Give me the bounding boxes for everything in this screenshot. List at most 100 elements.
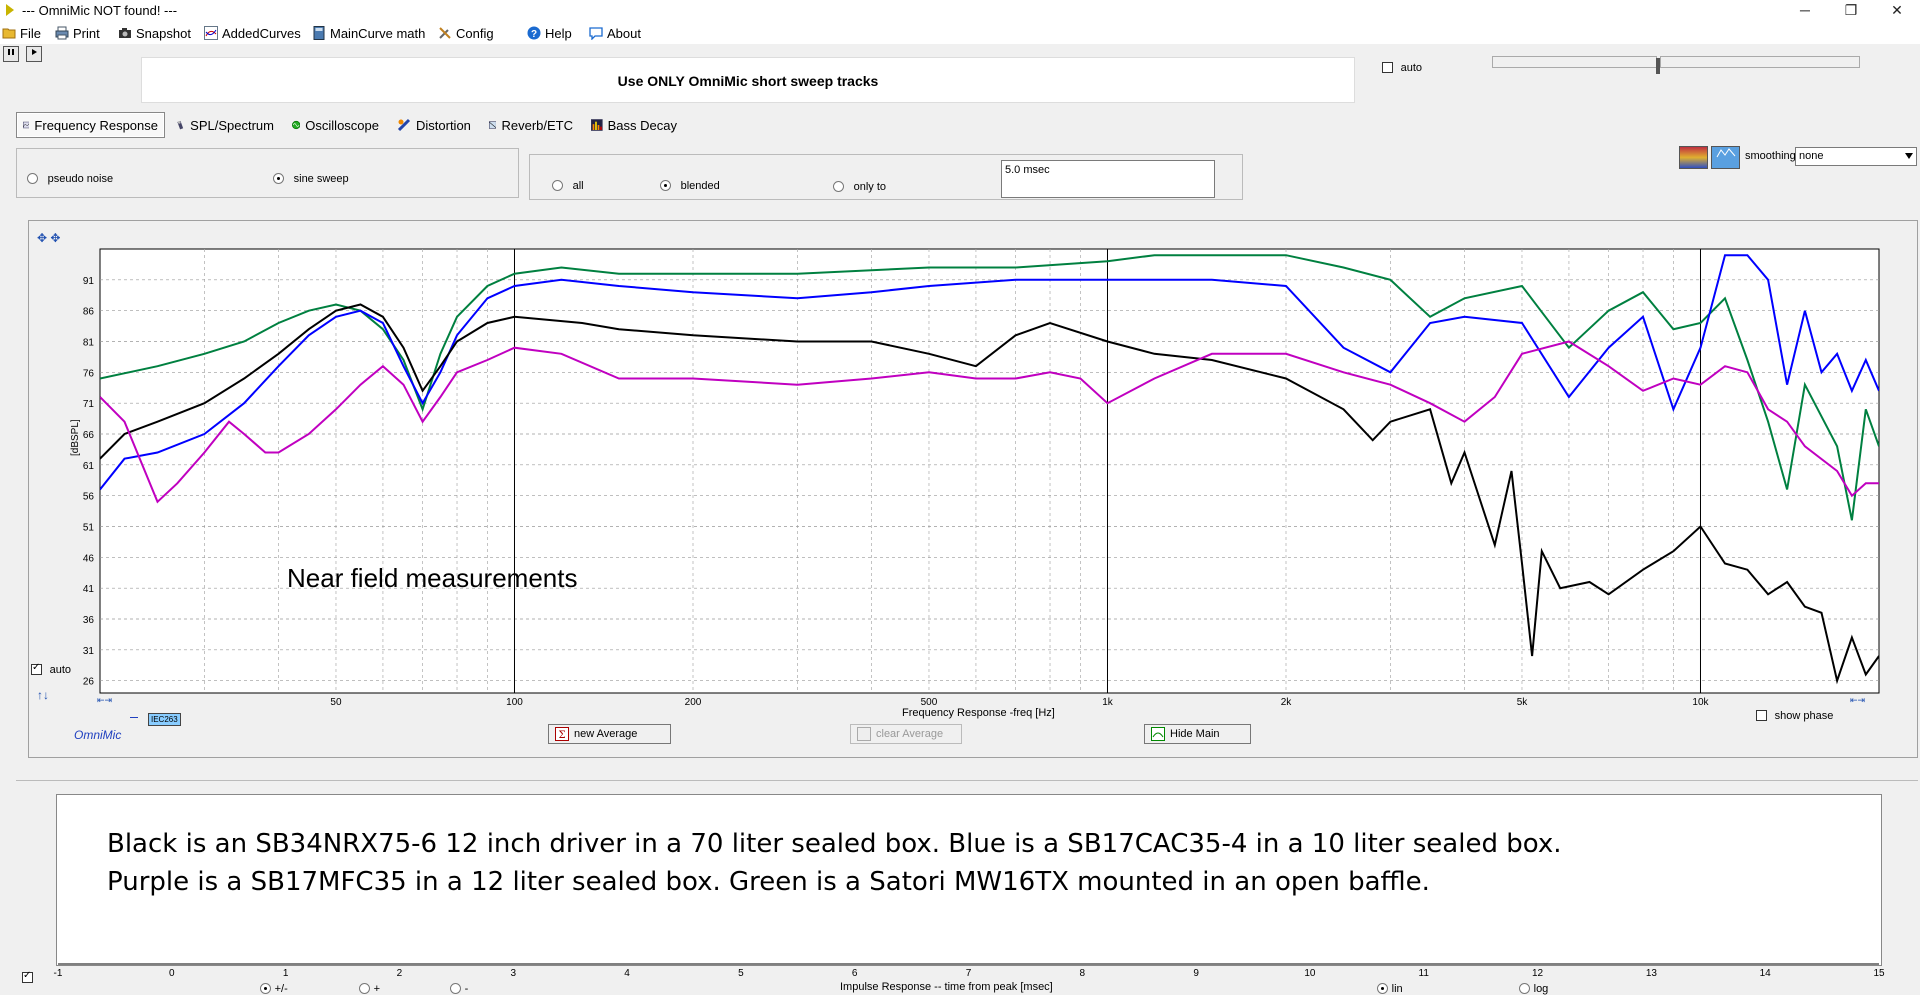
impulse-tick-label: 1 [283,968,289,979]
y-tick-label: 71 [83,399,95,410]
smoothing-value: none [1799,150,1824,162]
close-button[interactable]: ✕ [1891,2,1903,18]
impulse-tick-label: 4 [624,968,630,979]
sine-sweep-radio[interactable] [273,173,284,185]
tab-spl-spectrum[interactable]: SPL/Spectrum [169,112,281,138]
scroll-arrows-bottom[interactable]: ↑↓ [37,688,49,702]
x-scroll-left[interactable]: ⇤⇥ [97,695,113,705]
impulse-tick-label: 11 [1419,968,1430,979]
auto-scale-checkbox[interactable] [31,662,42,676]
sign-plus-radio[interactable] [359,983,370,995]
menu-maincurve-math[interactable]: MainCurve math [312,24,425,42]
tab-frequency-response-label: Frequency Response [34,117,158,133]
impulse-tick-label: 13 [1646,968,1658,979]
show-phase-checkbox[interactable] [1756,710,1767,722]
omnimic-logo: OmniMic [74,728,122,742]
spl-meter-icon [177,120,184,130]
maximize-button[interactable]: ❐ [1844,2,1858,18]
chat-icon [589,27,603,40]
waterfall-button[interactable] [1711,146,1740,169]
app-icon [6,4,14,16]
sign-minus-radio[interactable] [450,983,461,995]
series-line [100,254,1879,491]
play-button[interactable] [26,46,42,62]
gating-blended-radio[interactable] [660,180,671,192]
tab-distortion[interactable]: Distortion [390,112,478,138]
hide-main-button[interactable]: Hide Main [1144,724,1251,744]
sine-sweep-option[interactable]: sine sweep [273,170,349,185]
scale-log-radio[interactable] [1519,983,1530,995]
tab-reverb-etc[interactable]: Reverb/ETC [482,112,580,138]
menu-addedcurves-label: AddedCurves [222,25,301,41]
slider-thumb[interactable] [1656,58,1660,74]
y-tick-label: 56 [83,492,95,503]
impulse-axis: -1 0 1 2 3 4 5 6 7 8 9 10 11 12 13 14 15 [54,963,1885,979]
x-tick-label: 10k [1692,697,1709,708]
impulse-tick-label: 9 [1193,968,1199,979]
menu-addedcurves[interactable]: AddedCurves [204,24,301,42]
menu-help-label: Help [545,25,572,41]
level-slider-right[interactable] [1660,56,1860,68]
show-phase-control[interactable]: show phase [1756,707,1833,722]
clear-average-button[interactable]: clear Average [850,724,962,744]
gating-blended-option[interactable]: blended [660,177,720,192]
gate-time-input[interactable]: 5.0 msec [1001,160,1215,198]
x-axis-label: Frequency Response -freq [Hz] [902,707,1055,719]
impulse-auto-checkbox[interactable] [22,970,33,984]
distortion-icon [397,118,411,132]
tab-bass-decay[interactable]: Bass Decay [584,112,684,138]
menu-snapshot[interactable]: Snapshot [118,24,191,42]
bass-decay-icon [591,119,603,131]
auto-top-control[interactable]: auto [1382,59,1422,74]
menu-print[interactable]: Print [55,24,100,42]
x-tick-label: 100 [506,697,523,708]
impulse-xlabel: Impulse Response -- time from peak [msec… [840,981,1053,993]
new-average-button[interactable]: Σ new Average [548,724,671,744]
impulse-tick-label: 14 [1760,968,1772,979]
menu-help[interactable]: ? Help [527,24,572,42]
svg-text:Σ: Σ [558,730,565,741]
gating-blended-label: blended [680,180,720,192]
zoom-arrows-top[interactable]: ✥ ✥ [37,231,61,245]
scale-lin-radio[interactable] [1377,983,1388,995]
tab-frequency-response[interactable]: Frequency Response [16,112,165,138]
pause-button[interactable] [3,46,19,62]
oscilloscope-icon [292,120,301,130]
notes-line-2: Purple is a SB17MFC35 in a 12 liter seal… [107,867,1430,897]
auto-scale-control[interactable]: auto [31,661,71,676]
menu-about[interactable]: About [589,24,641,42]
smoothing-select[interactable]: none [1795,147,1917,166]
pseudo-noise-radio[interactable] [27,173,38,185]
series-line [100,303,1879,685]
x-tick-label: 1k [1102,697,1114,708]
sign-pm-radio[interactable] [260,983,271,995]
frequency-response-icon [23,121,30,129]
gating-only-to-option[interactable]: only to [833,178,886,193]
auto-top-checkbox[interactable] [1382,62,1393,74]
auto-scale-label: auto [49,664,72,676]
gating-panel [529,154,1243,200]
pseudo-noise-option[interactable]: pseudo noise [27,170,113,185]
minimize-button[interactable]: ─ [1800,2,1810,18]
impulse-tick-label: 12 [1532,968,1544,979]
gating-all-label: all [572,180,584,192]
waterfall-icon [1716,148,1735,158]
hide-main-icon [1151,727,1165,741]
x-scroll-right[interactable]: ⇤⇥ [1850,695,1866,705]
gating-all-radio[interactable] [552,180,563,192]
tab-bass-decay-label: Bass Decay [607,117,677,133]
y-tick-label: 81 [83,338,95,349]
menu-config[interactable]: Config [438,24,494,42]
y-tick-label: 61 [83,461,95,472]
gating-only-to-radio[interactable] [833,181,844,193]
gating-all-option[interactable]: all [552,177,584,192]
tab-spl-spectrum-label: SPL/Spectrum [190,117,274,133]
average-icon: Σ [555,727,569,741]
sign-pm-label: +/- [274,983,288,995]
menu-file[interactable]: File [2,24,41,42]
color-scheme-button[interactable] [1679,146,1708,169]
impulse-tick-label: 6 [852,968,858,979]
tab-oscilloscope[interactable]: Oscilloscope [285,112,386,138]
menu-file-label: File [20,25,41,41]
frequency-response-chart: 91 86 81 76 71 66 61 56 51 46 41 36 31 26 50 100 200 500 1… [83,248,1880,708]
